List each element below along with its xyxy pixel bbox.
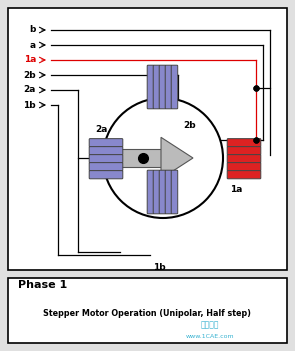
- Text: 1b: 1b: [23, 100, 36, 110]
- FancyBboxPatch shape: [89, 171, 123, 179]
- FancyBboxPatch shape: [89, 139, 123, 147]
- FancyBboxPatch shape: [227, 147, 261, 155]
- Text: 仿真在线: 仿真在线: [201, 320, 219, 330]
- Text: a: a: [30, 40, 36, 49]
- FancyBboxPatch shape: [227, 163, 261, 171]
- Bar: [121, 149, 163, 167]
- Circle shape: [103, 98, 223, 218]
- FancyBboxPatch shape: [227, 155, 261, 163]
- FancyBboxPatch shape: [171, 65, 178, 109]
- FancyBboxPatch shape: [165, 170, 172, 214]
- FancyBboxPatch shape: [153, 65, 160, 109]
- Text: Phase 1: Phase 1: [18, 280, 67, 290]
- Text: 1a: 1a: [24, 55, 36, 65]
- Text: www.1CAE.com: www.1CAE.com: [186, 335, 234, 339]
- FancyBboxPatch shape: [227, 171, 261, 179]
- Polygon shape: [161, 137, 193, 179]
- FancyBboxPatch shape: [89, 163, 123, 171]
- Text: 2b: 2b: [183, 121, 196, 131]
- FancyBboxPatch shape: [147, 170, 154, 214]
- Bar: [8, 8, 287, 270]
- Text: 1b: 1b: [153, 263, 165, 272]
- FancyBboxPatch shape: [159, 170, 166, 214]
- FancyBboxPatch shape: [159, 65, 166, 109]
- FancyBboxPatch shape: [171, 170, 178, 214]
- FancyBboxPatch shape: [227, 139, 261, 147]
- FancyBboxPatch shape: [165, 65, 172, 109]
- Text: Stepper Motor Operation (Unipolar, Half step): Stepper Motor Operation (Unipolar, Half …: [43, 309, 251, 318]
- FancyBboxPatch shape: [89, 155, 123, 163]
- Text: 2a: 2a: [95, 126, 107, 134]
- Bar: [8, 278, 287, 343]
- Text: 1a: 1a: [230, 185, 242, 194]
- FancyBboxPatch shape: [153, 170, 160, 214]
- Text: b: b: [30, 26, 36, 34]
- FancyBboxPatch shape: [147, 65, 154, 109]
- Text: 2b: 2b: [23, 71, 36, 79]
- Text: 2a: 2a: [24, 86, 36, 94]
- FancyBboxPatch shape: [89, 147, 123, 155]
